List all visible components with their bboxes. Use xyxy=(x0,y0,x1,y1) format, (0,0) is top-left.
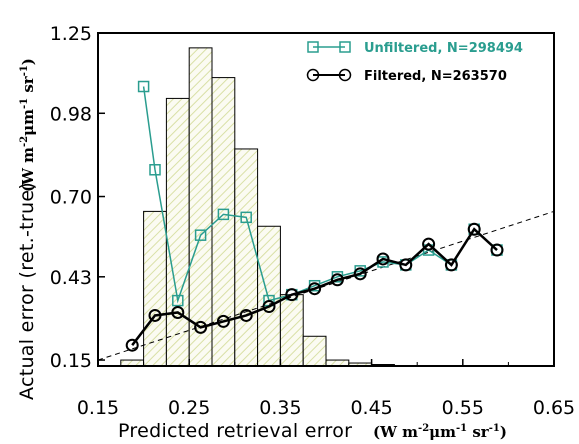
axis-ticks: 0.15 0.25 0.35 0.45 0.55 0.65 0.15 0.43 0.70 0.98… xyxy=(50,23,575,419)
data-point-filtered xyxy=(422,237,436,251)
data-point-filtered xyxy=(444,258,458,272)
y-tick-label: 0.70 xyxy=(50,187,92,209)
data-point-filtered xyxy=(194,320,208,334)
legend-label-unfiltered: Unfiltered, N=298494 xyxy=(364,41,523,56)
data-point-unfiltered xyxy=(217,208,230,221)
series-line-filtered xyxy=(131,227,498,346)
y-tick-label: 1.25 xyxy=(50,23,92,45)
legend: Unfiltered, N=298494 Filtered, N=263570 xyxy=(306,41,523,84)
data-point-filtered xyxy=(285,288,299,302)
legend-item-unfiltered: Unfiltered, N=298494 xyxy=(307,41,523,56)
data-point-filtered xyxy=(239,308,253,322)
y-tick-label: 0.98 xyxy=(50,103,92,125)
data-point-filtered xyxy=(353,267,367,281)
data-point-filtered xyxy=(399,258,413,272)
data-point-unfiltered xyxy=(240,211,252,224)
x-axis-unit: (W m-2μm-1 sr-1) xyxy=(373,423,507,441)
x-axis-title: Predicted retrieval error xyxy=(118,420,352,442)
reference-line-group xyxy=(97,210,555,361)
histogram-bar xyxy=(143,210,167,367)
data-point-filtered xyxy=(262,300,276,314)
series-line-unfiltered xyxy=(142,86,498,304)
x-tick-label: 0.35 xyxy=(259,397,301,419)
data-point-filtered xyxy=(216,314,230,328)
data-point-filtered xyxy=(490,243,504,257)
data-point-filtered xyxy=(330,273,344,287)
data-point-filtered xyxy=(376,252,390,266)
series-group xyxy=(125,80,504,352)
x-tick-label: 0.15 xyxy=(77,397,119,419)
legend-label-filtered: Filtered, N=263570 xyxy=(364,69,507,84)
histogram-bar xyxy=(279,294,304,367)
legend-item-filtered: Filtered, N=263570 xyxy=(306,68,507,84)
data-point-unfiltered xyxy=(172,294,184,307)
data-point-filtered xyxy=(467,222,481,236)
data-point-filtered xyxy=(148,308,162,322)
data-point-unfiltered xyxy=(149,164,161,176)
one-to-one-line xyxy=(97,210,555,361)
x-tick-label: 0.65 xyxy=(533,397,575,419)
y-axis-unit: (W m-2μm-1 sr-1) xyxy=(19,58,37,192)
x-tick-label: 0.55 xyxy=(442,397,484,419)
y-tick-label: 0.43 xyxy=(50,267,92,289)
histogram xyxy=(120,47,395,367)
data-point-unfiltered xyxy=(194,229,207,241)
histogram-bar xyxy=(302,335,327,367)
y-axis-title: Actual error (ret.-true) xyxy=(16,182,38,400)
x-tick-label: 0.45 xyxy=(350,397,392,419)
x-tick-label: 0.25 xyxy=(168,397,210,419)
data-point-filtered xyxy=(308,282,322,296)
histogram-bar xyxy=(234,148,259,367)
data-point-filtered xyxy=(125,338,139,352)
data-point-filtered xyxy=(171,305,185,319)
histogram-bar xyxy=(188,47,213,367)
y-tick-label: 0.15 xyxy=(50,350,92,372)
histogram-bar xyxy=(165,97,190,367)
data-point-unfiltered xyxy=(137,80,150,93)
